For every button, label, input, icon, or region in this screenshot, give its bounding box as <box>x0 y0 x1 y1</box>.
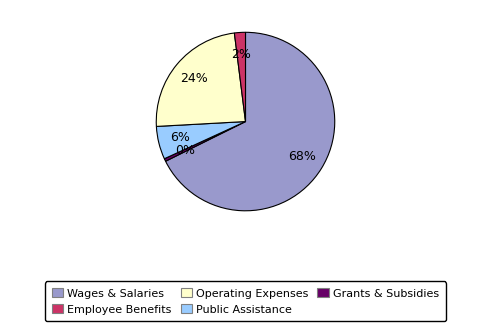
Wedge shape <box>165 32 335 211</box>
Wedge shape <box>234 32 246 122</box>
Text: 68%: 68% <box>288 150 316 163</box>
Text: 0%: 0% <box>175 144 195 157</box>
Wedge shape <box>164 122 246 161</box>
Legend: Wages & Salaries, Employee Benefits, Operating Expenses, Public Assistance, Gran: Wages & Salaries, Employee Benefits, Ope… <box>45 281 446 321</box>
Text: 6%: 6% <box>170 131 191 144</box>
Text: 24%: 24% <box>180 72 208 85</box>
Wedge shape <box>157 122 246 159</box>
Text: 2%: 2% <box>231 48 251 61</box>
Wedge shape <box>156 33 246 127</box>
